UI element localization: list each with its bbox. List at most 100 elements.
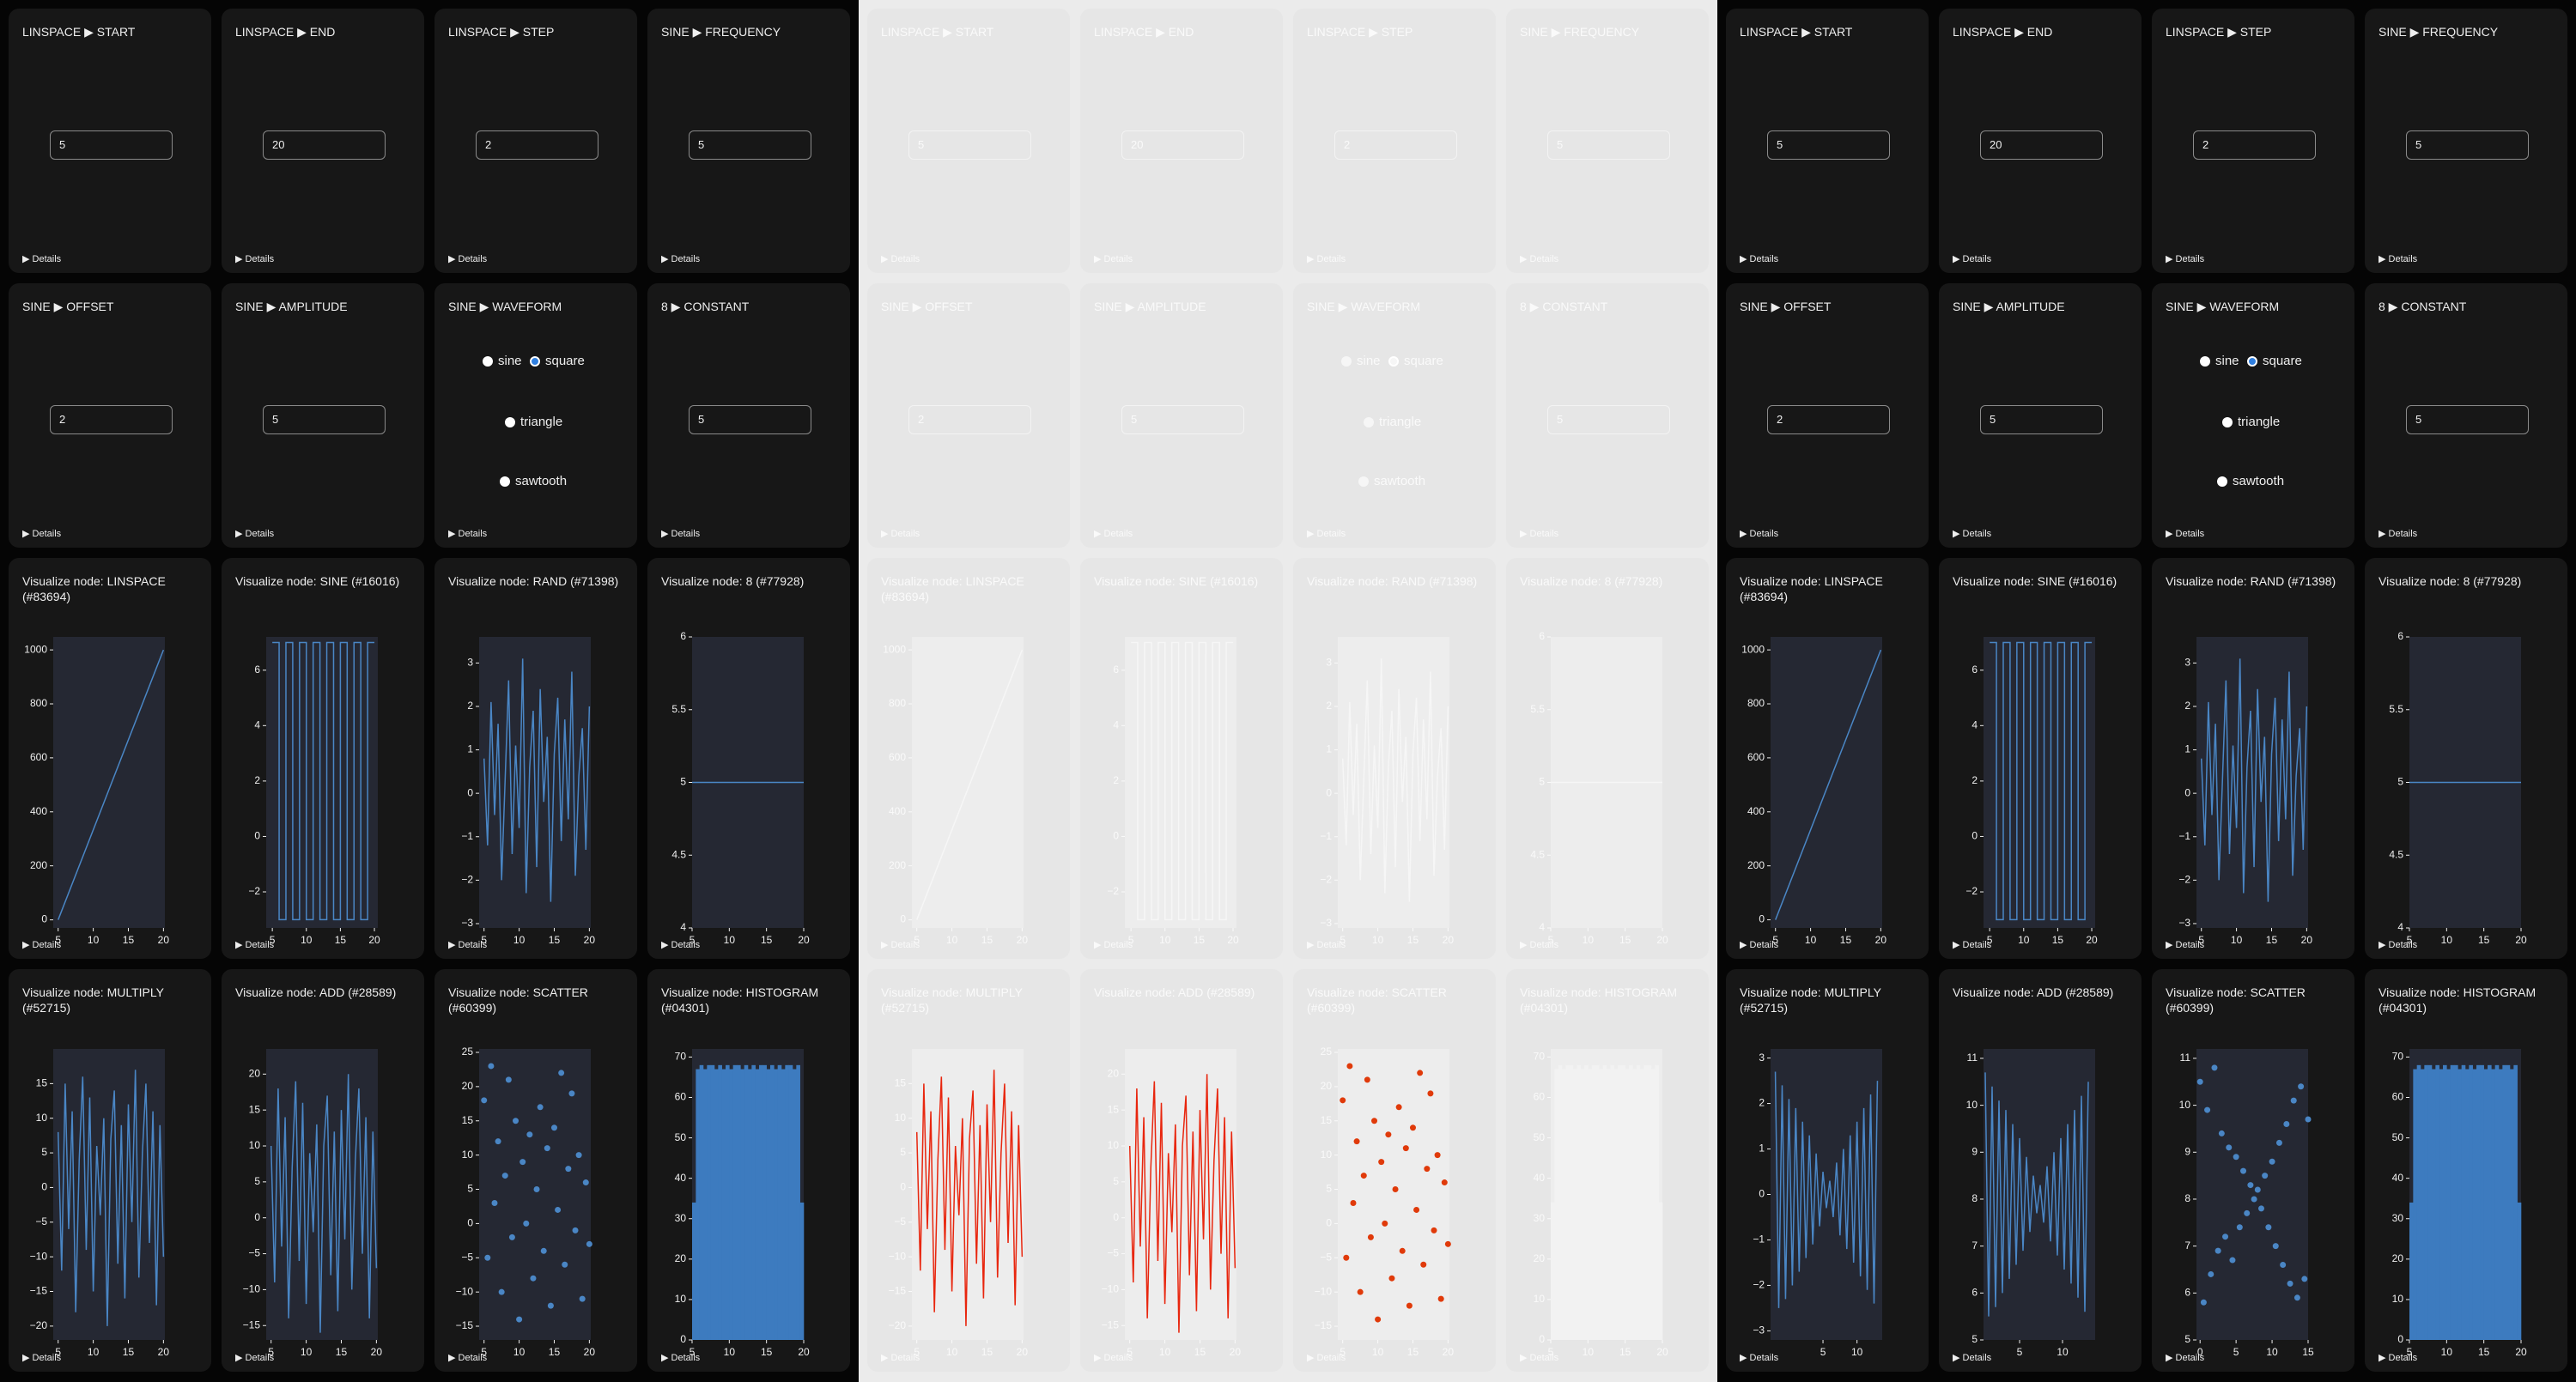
details-toggle[interactable]: ▶ Details: [448, 940, 488, 950]
number-input[interactable]: 20: [1980, 130, 2103, 160]
details-toggle[interactable]: ▶ Details: [1953, 254, 1992, 264]
details-toggle[interactable]: ▶ Details: [22, 254, 62, 264]
details-toggle[interactable]: ▶ Details: [22, 940, 62, 950]
y-tick-label: 15: [36, 1077, 48, 1089]
details-toggle[interactable]: ▶ Details: [2379, 1353, 2418, 1363]
details-toggle[interactable]: ▶ Details: [1094, 940, 1133, 950]
details-toggle[interactable]: ▶ Details: [1520, 529, 1559, 539]
card-title: Visualize node: HISTOGRAM (#04301): [661, 985, 819, 1015]
details-toggle[interactable]: ▶ Details: [1953, 1353, 1992, 1363]
y-tick-label: 15: [1321, 1114, 1333, 1126]
details-toggle[interactable]: ▶ Details: [1307, 940, 1346, 950]
node-card: Visualize node: SCATTER (#60399) −15 −10 −5…: [434, 969, 637, 1372]
radio-option[interactable]: sine: [483, 354, 522, 368]
radio-option[interactable]: sine: [1341, 354, 1381, 368]
details-toggle[interactable]: ▶ Details: [2379, 529, 2418, 539]
details-toggle[interactable]: ▶ Details: [1953, 529, 1992, 539]
number-input[interactable]: 2: [1334, 130, 1457, 160]
radio-option[interactable]: sine: [2200, 354, 2239, 368]
details-toggle[interactable]: ▶ Details: [1740, 529, 1779, 539]
x-tick-label: 5: [1548, 934, 1554, 946]
number-input[interactable]: 5: [689, 405, 811, 434]
details-toggle[interactable]: ▶ Details: [881, 529, 920, 539]
node-card: Visualize node: ADD (#28589) −15 −10 −5 0 5 10…: [222, 969, 424, 1372]
radio-option[interactable]: sawtooth: [1358, 474, 1425, 488]
histogram-bar: [1591, 1064, 1596, 1340]
details-toggle[interactable]: ▶ Details: [235, 254, 275, 264]
number-input[interactable]: 5: [1767, 130, 1890, 160]
x-tick-label: 10: [513, 934, 526, 946]
y-tick-label: −15: [456, 1319, 474, 1331]
radio-option[interactable]: square: [1388, 354, 1443, 368]
y-tick-label: −5: [461, 1251, 473, 1263]
radio-option[interactable]: square: [530, 354, 585, 368]
details-toggle[interactable]: ▶ Details: [661, 529, 701, 539]
details-toggle[interactable]: ▶ Details: [881, 1353, 920, 1363]
details-toggle[interactable]: ▶ Details: [2379, 940, 2418, 950]
number-input[interactable]: 2: [50, 405, 173, 434]
details-toggle[interactable]: ▶ Details: [661, 254, 701, 264]
radio-option[interactable]: triangle: [2222, 415, 2280, 429]
x-tick-label: 20: [1875, 934, 1887, 946]
details-toggle[interactable]: ▶ Details: [2166, 254, 2205, 264]
number-input[interactable]: 5: [2406, 405, 2529, 434]
details-toggle[interactable]: ▶ Details: [2166, 940, 2205, 950]
radio-option[interactable]: triangle: [505, 415, 562, 429]
data-point: [1399, 1247, 1406, 1254]
number-input[interactable]: 2: [908, 405, 1031, 434]
number-input[interactable]: 5: [1980, 405, 2103, 434]
details-toggle[interactable]: ▶ Details: [2379, 254, 2418, 264]
details-toggle[interactable]: ▶ Details: [1740, 1353, 1779, 1363]
details-toggle[interactable]: ▶ Details: [235, 940, 275, 950]
details-toggle[interactable]: ▶ Details: [1740, 254, 1779, 264]
details-toggle[interactable]: ▶ Details: [1520, 1353, 1559, 1363]
details-toggle[interactable]: ▶ Details: [1740, 940, 1779, 950]
details-toggle[interactable]: ▶ Details: [1520, 254, 1559, 264]
radio-option[interactable]: triangle: [1364, 415, 1421, 429]
number-input[interactable]: 2: [476, 130, 598, 160]
histogram-bar: [2409, 1202, 2414, 1340]
details-toggle[interactable]: ▶ Details: [2166, 1353, 2205, 1363]
y-tick-label: −20: [30, 1319, 48, 1331]
details-toggle[interactable]: ▶ Details: [22, 529, 62, 539]
y-tick-label: 30: [2392, 1212, 2404, 1224]
radio-option[interactable]: sawtooth: [500, 474, 567, 488]
details-toggle[interactable]: ▶ Details: [1953, 940, 1992, 950]
details-toggle[interactable]: ▶ Details: [881, 940, 920, 950]
number-input[interactable]: 5: [908, 130, 1031, 160]
number-input[interactable]: 5: [689, 130, 811, 160]
number-input[interactable]: 2: [1767, 405, 1890, 434]
y-tick-label: 5: [1539, 776, 1545, 788]
number-input[interactable]: 20: [1121, 130, 1244, 160]
details-toggle[interactable]: ▶ Details: [661, 940, 701, 950]
radio-option[interactable]: sawtooth: [2217, 474, 2284, 488]
number-input[interactable]: 20: [263, 130, 386, 160]
details-toggle[interactable]: ▶ Details: [1307, 254, 1346, 264]
radio-option[interactable]: square: [2247, 354, 2302, 368]
number-input[interactable]: 5: [1547, 130, 1670, 160]
number-input[interactable]: 5: [2406, 130, 2529, 160]
plot: −20 −15 −10 −5 0 5 10 15 5 10 15 20: [889, 1049, 1028, 1358]
number-input[interactable]: 5: [263, 405, 386, 434]
details-toggle[interactable]: ▶ Details: [235, 529, 275, 539]
details-toggle[interactable]: ▶ Details: [1094, 254, 1133, 264]
details-toggle[interactable]: ▶ Details: [1307, 529, 1346, 539]
details-toggle[interactable]: ▶ Details: [2166, 529, 2205, 539]
details-toggle[interactable]: ▶ Details: [235, 1353, 275, 1363]
details-toggle[interactable]: ▶ Details: [1094, 1353, 1133, 1363]
details-toggle[interactable]: ▶ Details: [1520, 940, 1559, 950]
number-input[interactable]: 5: [1121, 405, 1244, 434]
number-input[interactable]: 2: [2193, 130, 2316, 160]
node-card: SINE ▶ FREQUENCY 5 ▶ Details: [1506, 9, 1709, 273]
details-toggle[interactable]: ▶ Details: [448, 254, 488, 264]
details-toggle[interactable]: ▶ Details: [1094, 529, 1133, 539]
details-toggle[interactable]: ▶ Details: [22, 1353, 62, 1363]
number-input[interactable]: 5: [50, 130, 173, 160]
details-toggle[interactable]: ▶ Details: [448, 1353, 488, 1363]
details-toggle[interactable]: ▶ Details: [881, 254, 920, 264]
radio-button: [2217, 476, 2227, 487]
details-toggle[interactable]: ▶ Details: [661, 1353, 701, 1363]
details-toggle[interactable]: ▶ Details: [1307, 1353, 1346, 1363]
details-toggle[interactable]: ▶ Details: [448, 529, 488, 539]
number-input[interactable]: 5: [1547, 405, 1670, 434]
